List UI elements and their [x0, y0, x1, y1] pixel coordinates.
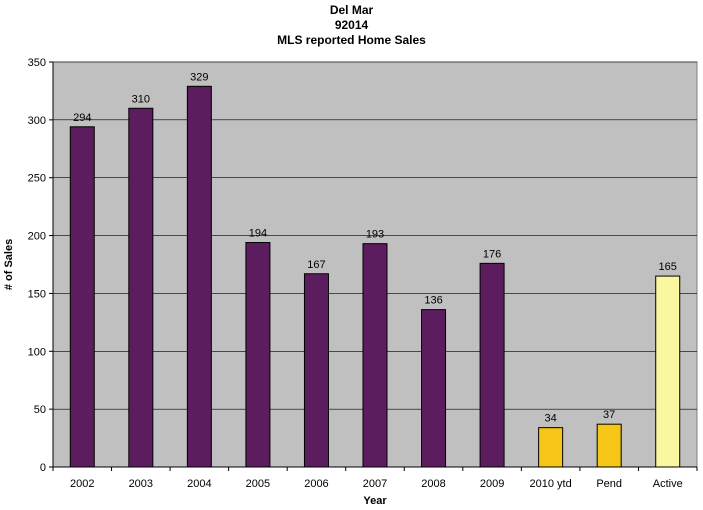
- bar-2009: [479, 262, 505, 468]
- chart-title: Del Mar 92014 MLS reported Home Sales: [0, 3, 703, 48]
- x-tick-label: 2005: [246, 478, 270, 490]
- y-tick-label: 200: [28, 231, 46, 243]
- bar-2008: [421, 309, 447, 468]
- y-tick-label: 150: [28, 288, 46, 300]
- data-label: 37: [603, 409, 615, 421]
- data-label: 194: [249, 228, 267, 240]
- x-tick-label: 2002: [70, 478, 94, 490]
- data-label: 136: [424, 295, 442, 307]
- data-label: 176: [483, 248, 501, 260]
- y-axis-title: # of Sales: [3, 239, 15, 290]
- bar-2005: [245, 242, 271, 468]
- x-tick-label: 2007: [363, 478, 387, 490]
- x-tick-label: 2008: [421, 478, 445, 490]
- x-tick-label: Pend: [596, 478, 622, 490]
- chart-title-line-1: Del Mar: [329, 3, 374, 17]
- data-label: 294: [73, 112, 91, 124]
- data-label: 329: [190, 71, 208, 83]
- x-tick-label: 2009: [480, 478, 504, 490]
- x-tick-label: 2004: [187, 478, 211, 490]
- bar-2003: [128, 107, 154, 468]
- chart-title-line-2: 92014: [334, 18, 369, 32]
- bar-2002: [69, 126, 95, 468]
- data-label: 193: [366, 229, 384, 241]
- chart-title-line-3: MLS reported Home Sales: [277, 33, 426, 47]
- data-label: 165: [659, 261, 677, 273]
- y-tick-label: 350: [28, 57, 46, 69]
- x-tick-label: 2006: [304, 478, 328, 490]
- y-tick-label: 100: [28, 346, 46, 358]
- x-axis-title: Year: [363, 495, 387, 507]
- x-tick-label: 2010 ytd: [530, 478, 572, 490]
- bar-2007: [362, 243, 388, 468]
- x-axis-ticks: 2002 2003 2004 2005 2006 2007 2008 2009 2010 ytd…: [52, 467, 698, 490]
- y-tick-label: 250: [28, 173, 46, 185]
- bar-pend: [596, 423, 622, 468]
- y-tick-label: 300: [28, 115, 46, 127]
- x-tick-label: 2003: [129, 478, 153, 490]
- bar-2006: [303, 273, 329, 468]
- bars: [69, 85, 681, 468]
- y-tick-label: 0: [40, 462, 46, 474]
- bar-active: [655, 275, 681, 468]
- data-label: 310: [132, 93, 150, 105]
- data-label: 167: [307, 259, 325, 271]
- x-tick-label: Active: [653, 478, 683, 490]
- data-label: 34: [545, 413, 557, 425]
- data-labels: 294 310 329 194 167 193 136 176 34 37 165: [73, 71, 677, 424]
- bar-2010-ytd: [538, 427, 564, 468]
- bar-2004: [186, 85, 212, 468]
- y-tick-label: 50: [34, 404, 46, 416]
